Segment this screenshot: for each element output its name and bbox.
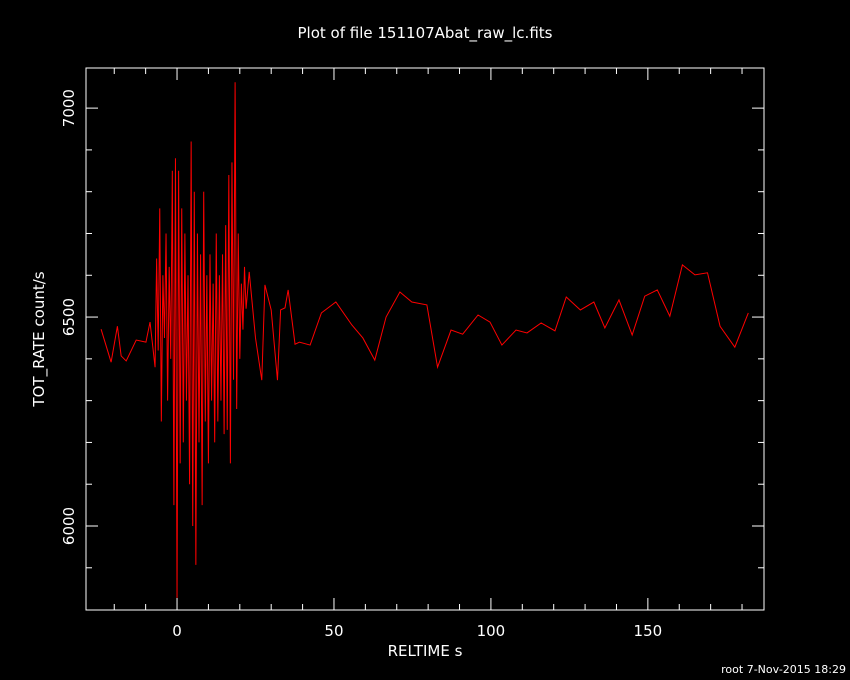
x-tick-label: 150 — [634, 622, 663, 640]
y-tick-label: 6500 — [60, 298, 78, 336]
y-tick-label: 6000 — [60, 507, 78, 545]
x-tick-label: 100 — [477, 622, 506, 640]
plot-frame — [85, 67, 765, 611]
data-line — [100, 82, 749, 598]
chart-title: Plot of file 151107Abat_raw_lc.fits — [298, 24, 553, 43]
y-axis-label: TOT_RATE count/s — [30, 271, 49, 407]
footer: root 7-Nov-2015 18:29 — [721, 663, 846, 676]
x-axis-label: RELTIME s — [388, 642, 463, 660]
x-tick-label: 50 — [324, 622, 343, 640]
y-tick-label: 7000 — [60, 89, 78, 127]
x-tick-label: 0 — [172, 622, 182, 640]
